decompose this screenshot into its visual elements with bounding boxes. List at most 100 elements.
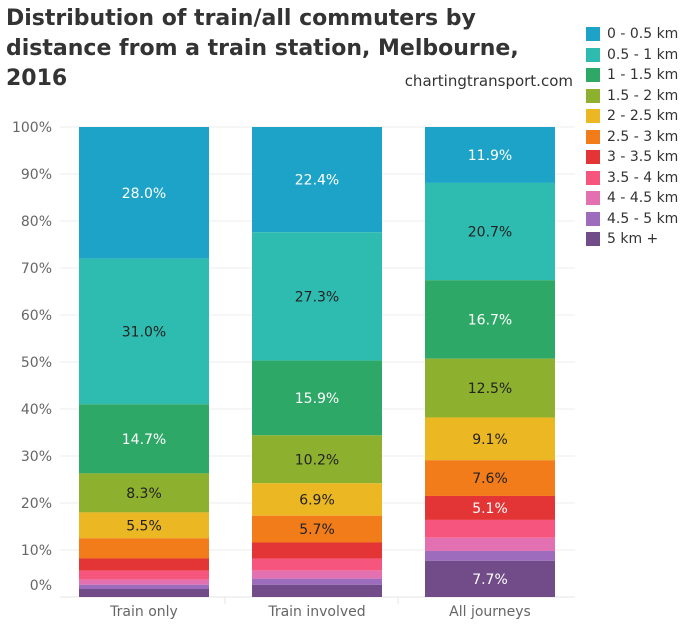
legend-label: 1.5 - 2 km bbox=[607, 87, 679, 104]
chart-title: Distribution of train/all commuters by d… bbox=[6, 6, 519, 91]
bar-segment bbox=[425, 280, 555, 359]
y-tick-label: 20% bbox=[21, 496, 52, 512]
bar-segment bbox=[252, 515, 382, 543]
bar-segment bbox=[252, 542, 382, 559]
data-label: 22.4% bbox=[295, 173, 339, 189]
legend-label: 5 km + bbox=[607, 231, 659, 248]
y-tick-label: 100% bbox=[12, 120, 52, 136]
data-label: 11.9% bbox=[468, 148, 512, 164]
data-label: 7.6% bbox=[472, 471, 508, 487]
chart-source: chartingtransport.com bbox=[404, 72, 573, 90]
bar-segment bbox=[79, 584, 209, 590]
bar-segment bbox=[79, 404, 209, 474]
bar-segment bbox=[252, 127, 382, 233]
data-label: 15.9% bbox=[295, 391, 339, 407]
data-label: 27.3% bbox=[295, 289, 339, 305]
legend-label: 0 - 0.5 km bbox=[607, 26, 679, 43]
x-tick-label: Train involved bbox=[267, 604, 365, 620]
bar-segment bbox=[252, 360, 382, 436]
bar-segment bbox=[425, 519, 555, 538]
legend: 0 - 0.5 km 0.5 - 1 km 1 - 1.5 km 1.5 - 2 km… bbox=[586, 24, 678, 250]
legend-label: 4 - 4.5 km bbox=[607, 190, 679, 207]
y-tick-label: 10% bbox=[21, 543, 52, 559]
legend-label: 3 - 3.5 km bbox=[607, 149, 679, 166]
bar-segment bbox=[79, 258, 209, 405]
bar-segment bbox=[252, 483, 382, 516]
data-label: 5.1% bbox=[472, 501, 508, 517]
legend-item[interactable]: 4 - 4.5 km bbox=[586, 188, 678, 209]
legend-item[interactable]: 2 - 2.5 km bbox=[586, 106, 678, 127]
legend-item[interactable]: 1.5 - 2 km bbox=[586, 86, 678, 107]
legend-swatch bbox=[586, 109, 600, 124]
bar-segment bbox=[425, 417, 555, 461]
bar-segment bbox=[252, 232, 382, 361]
data-label: 12.5% bbox=[468, 381, 512, 397]
bar-segment bbox=[252, 435, 382, 484]
bar-segment bbox=[425, 550, 555, 561]
legend-label: 2.5 - 3 km bbox=[607, 128, 679, 145]
legend-swatch bbox=[586, 232, 600, 247]
legend-swatch bbox=[586, 170, 600, 185]
data-label: 7.7% bbox=[472, 572, 508, 588]
legend-item[interactable]: 0 - 0.5 km bbox=[586, 24, 678, 45]
bar-segment bbox=[425, 182, 555, 281]
legend-swatch bbox=[586, 211, 600, 226]
legend-label: 0.5 - 1 km bbox=[607, 46, 679, 63]
bar-segment bbox=[252, 578, 382, 585]
legend-swatch bbox=[586, 68, 600, 83]
bar-segment bbox=[252, 570, 382, 579]
data-label: 6.9% bbox=[299, 492, 335, 508]
legend-swatch bbox=[586, 129, 600, 144]
y-tick-label: 90% bbox=[21, 167, 52, 183]
legend-swatch bbox=[586, 47, 600, 62]
legend-item[interactable]: 3 - 3.5 km bbox=[586, 147, 678, 168]
legend-item[interactable]: 5 km + bbox=[586, 229, 678, 250]
data-label: 16.7% bbox=[468, 312, 512, 328]
bar-segment bbox=[252, 558, 382, 571]
data-label: 8.3% bbox=[126, 486, 162, 502]
y-tick-label: 80% bbox=[21, 214, 52, 230]
bar-segment bbox=[79, 473, 209, 513]
data-label: 5.5% bbox=[126, 518, 162, 534]
y-tick-label: 50% bbox=[21, 355, 52, 371]
bar-segment bbox=[79, 558, 209, 571]
x-tick-label: All journeys bbox=[449, 604, 531, 620]
data-label: 28.0% bbox=[122, 186, 166, 202]
y-tick-label: 40% bbox=[21, 402, 52, 418]
data-label: 9.1% bbox=[472, 432, 508, 448]
data-label: 5.7% bbox=[299, 522, 335, 538]
legend-swatch bbox=[586, 191, 600, 206]
data-label: 14.7% bbox=[122, 432, 166, 448]
data-label: 31.0% bbox=[122, 324, 166, 340]
legend-label: 2 - 2.5 km bbox=[607, 108, 679, 125]
bar-segment bbox=[425, 460, 555, 496]
bar-segment bbox=[79, 512, 209, 539]
bar-segment bbox=[425, 127, 555, 183]
bar-segment bbox=[79, 127, 209, 259]
y-tick-label: 60% bbox=[21, 308, 52, 324]
y-tick-label: 70% bbox=[21, 261, 52, 277]
bar-segment bbox=[79, 570, 209, 580]
legend-item[interactable]: 3.5 - 4 km bbox=[586, 168, 678, 189]
data-label: 20.7% bbox=[468, 225, 512, 241]
legend-swatch bbox=[586, 27, 600, 42]
bar-segment bbox=[425, 560, 555, 597]
legend-item[interactable]: 2.5 - 3 km bbox=[586, 127, 678, 148]
legend-swatch bbox=[586, 150, 600, 165]
bar-segment bbox=[425, 495, 555, 520]
bar-segment bbox=[79, 589, 209, 597]
bar-segment bbox=[425, 537, 555, 551]
legend-label: 3.5 - 4 km bbox=[607, 169, 679, 186]
bar-segment bbox=[252, 584, 382, 597]
bar-segment bbox=[79, 579, 209, 585]
legend-label: 4.5 - 5 km bbox=[607, 210, 679, 227]
legend-swatch bbox=[586, 88, 600, 103]
legend-item[interactable]: 4.5 - 5 km bbox=[586, 209, 678, 230]
legend-item[interactable]: 1 - 1.5 km bbox=[586, 65, 678, 86]
y-tick-label: 0% bbox=[30, 578, 52, 594]
legend-item[interactable]: 0.5 - 1 km bbox=[586, 45, 678, 66]
x-tick-label: Train only bbox=[109, 604, 178, 620]
bar-segment bbox=[425, 358, 555, 418]
bar-segment bbox=[79, 538, 209, 559]
